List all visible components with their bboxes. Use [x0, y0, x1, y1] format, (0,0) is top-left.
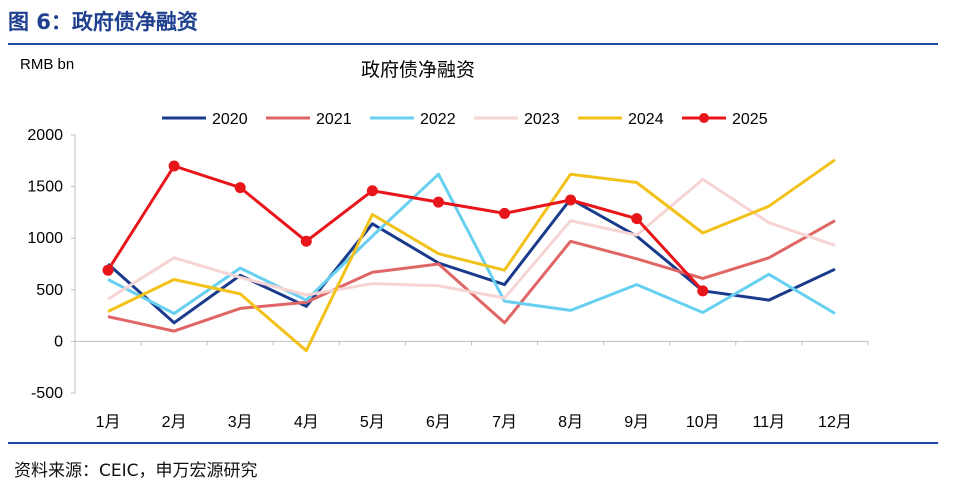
data-point-2025 [366, 185, 378, 197]
data-point-2025 [499, 207, 511, 219]
legend-label: 2024 [628, 111, 664, 128]
legend-item-2023: 2023 [474, 111, 560, 128]
x-tick-label: 8月 [558, 414, 583, 431]
series-2024 [107, 158, 836, 353]
y-tick-label: 1000 [27, 230, 63, 247]
y-unit-label: RMB bn [20, 56, 74, 73]
series-layer [102, 158, 836, 353]
data-point-2025 [432, 196, 444, 208]
source-rule [8, 442, 938, 444]
data-point-2025 [102, 264, 114, 276]
data-point-2025 [168, 160, 180, 172]
line-chart: RMB bn 政府债净融资 2020 2021 2022 2023 2024 2025 -… [20, 56, 869, 431]
x-tick-label: 7月 [492, 414, 517, 431]
legend-label: 2020 [212, 111, 248, 128]
legend-item-2022: 2022 [370, 111, 456, 128]
legend-item-2020: 2020 [162, 111, 248, 128]
series-2023 [107, 177, 836, 301]
legend-label: 2025 [732, 111, 768, 128]
title-rule [8, 43, 938, 45]
data-point-2025 [300, 235, 312, 247]
x-tick-label: 5月 [360, 414, 385, 431]
data-point-2025 [565, 194, 577, 206]
series-line-2025 [106, 164, 704, 292]
legend-item-2024: 2024 [578, 111, 664, 128]
series-2025 [102, 160, 709, 297]
legend-item-2021: 2021 [266, 111, 352, 128]
source-note: 资料来源：CEIC，申万宏源研究 [14, 461, 258, 481]
x-tick-label: 10月 [686, 414, 720, 431]
figure-title: 图 6：政府债净融资 [8, 10, 198, 34]
y-tick-label: 1500 [27, 179, 63, 196]
legend-label: 2022 [420, 111, 456, 128]
axes: -500 0 500 1000 1500 2000 1月 2月 3月 4月 5月 6月 7月 8月 9月 10… [27, 127, 869, 431]
series-line-2020 [107, 197, 836, 325]
data-point-2025 [697, 285, 709, 297]
legend-item-2025: 2025 [682, 111, 768, 128]
legend: 2020 2021 2022 2023 2024 2025 [162, 111, 768, 128]
series-2020 [107, 197, 836, 325]
data-point-2025 [234, 182, 246, 194]
series-line-2024 [107, 158, 836, 353]
y-tick-label: 500 [36, 282, 63, 299]
x-tick-label: 1月 [96, 414, 121, 431]
x-tick-label: 2月 [162, 414, 187, 431]
x-tick-label: 4月 [294, 414, 319, 431]
legend-label: 2021 [316, 111, 352, 128]
x-tick-label: 3月 [228, 414, 253, 431]
x-tick-label: 12月 [818, 414, 852, 431]
y-tick-label: 2000 [27, 127, 63, 144]
chart-title: 政府债净融资 [361, 59, 475, 81]
x-tick-label: 9月 [624, 414, 649, 431]
data-point-2025 [631, 213, 643, 225]
y-tick-label: -500 [31, 385, 63, 402]
x-tick-label: 6月 [426, 414, 451, 431]
series-line-2023 [107, 177, 836, 301]
legend-label: 2023 [524, 111, 560, 128]
y-tick-label: 0 [54, 333, 63, 350]
x-tick-label: 11月 [753, 414, 786, 431]
legend-marker [699, 113, 709, 123]
